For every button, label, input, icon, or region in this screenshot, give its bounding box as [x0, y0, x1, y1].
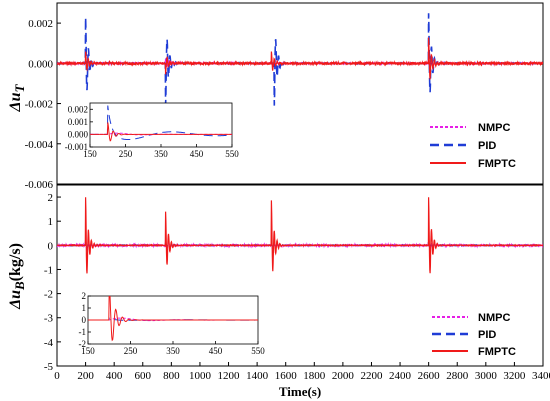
bottom-legend-label-nmpc: NMPC — [478, 312, 510, 324]
y-tick-label: -0.002 — [25, 99, 53, 111]
x-axis-label: Time(s) — [279, 384, 321, 399]
inset-x-tick-label: 350 — [154, 149, 168, 159]
inset-x-tick-label: 450 — [190, 149, 204, 159]
series-line-fmptc — [57, 197, 543, 274]
inset-x-tick-label: 150 — [81, 346, 95, 356]
y-tick-label: -0.004 — [25, 139, 54, 151]
series-line-fmptc — [57, 37, 543, 80]
top-panel: -0.006 -0.004 -0.002 0.000 0.002 ΔuT 150 250 3… — [7, 2, 544, 191]
inset-x-tick-label: 350 — [166, 346, 180, 356]
inset-y-tick-label: 1 — [82, 303, 87, 313]
y-tick-label: 0.002 — [28, 18, 53, 30]
x-tick-label: 2600 — [418, 370, 441, 382]
bottom-x-ticks: 0 200 400 600 800 1000 1200 1400 1600 1800 2000 220… — [54, 362, 550, 382]
inset-x-tick-label: 250 — [119, 149, 133, 159]
x-tick-label: 800 — [163, 370, 180, 382]
y-tick-label: 0 — [48, 240, 54, 252]
y-tick-label: -1 — [44, 264, 53, 276]
x-tick-label: 1000 — [189, 370, 212, 382]
top-inset-ticks: 150 250 350 450 550 -0.001 0.000 0.001 0.002 — [65, 104, 240, 159]
x-tick-label: 0 — [54, 370, 60, 382]
bottom-legend-item-pid: PID — [432, 329, 496, 341]
x-tick-label: 600 — [135, 370, 152, 382]
bottom-legend-item-fmptc: FMPTC — [432, 346, 516, 358]
inset-series-line-fmptc — [90, 122, 232, 142]
x-tick-label: 1600 — [275, 370, 298, 382]
top-inset: 150 250 350 450 550 -0.001 0.000 0.001 0.002 — [65, 102, 240, 159]
x-tick-label: 3200 — [503, 370, 526, 382]
bottom-inset-ticks: 150 250 350 450 550 -2 -1 0 1 2 — [79, 291, 266, 356]
inset-x-tick-label: 550 — [225, 149, 239, 159]
top-legend-label-fmptc: FMPTC — [478, 158, 516, 170]
y-tick-label: -2 — [44, 289, 53, 301]
x-tick-label: 2800 — [446, 370, 469, 382]
inset-y-tick-label: -0.001 — [65, 142, 88, 152]
bottom-series — [57, 197, 543, 274]
top-series — [57, 13, 543, 106]
bottom-panel: -5 -4 -3 -2 -1 0 1 2 0 200 400 600 800 1000 1200 1400 1… — [7, 184, 550, 399]
bottom-legend-label-fmptc: FMPTC — [478, 346, 516, 358]
y-tick-label: 0.000 — [28, 58, 53, 70]
bottom-legend-label-pid: PID — [478, 329, 496, 341]
inset-y-tick-label: 0.000 — [68, 129, 89, 139]
x-tick-label: 1400 — [246, 370, 269, 382]
y-tick-label: 2 — [48, 192, 54, 204]
inset-x-tick-label: 450 — [209, 346, 223, 356]
inset-y-tick-label: 0 — [82, 315, 87, 325]
x-tick-label: 3000 — [475, 370, 498, 382]
x-tick-label: 1800 — [303, 370, 326, 382]
inset-x-tick-label: 250 — [124, 346, 138, 356]
top-legend-label-pid: PID — [478, 140, 496, 152]
top-legend-item-pid: PID — [430, 140, 496, 152]
y-tick-label: -0.006 — [25, 179, 54, 191]
y-tick-label: -5 — [44, 361, 54, 373]
top-inset-frame — [89, 102, 233, 148]
x-tick-label: 2200 — [360, 370, 383, 382]
bottom-legend-item-nmpc: NMPC — [432, 312, 510, 324]
bottom-legend: NMPC PID FMPTC — [432, 312, 516, 358]
top-y-ticks: -0.006 -0.004 -0.002 0.000 0.002 — [25, 18, 61, 191]
bottom-inset: 150 250 350 450 550 -2 -1 0 1 2 — [79, 291, 266, 356]
x-tick-label: 200 — [77, 370, 94, 382]
x-tick-label: 400 — [106, 370, 123, 382]
top-plot-frame — [56, 2, 544, 185]
inset-y-tick-label: 0.002 — [68, 104, 88, 114]
top-legend-item-nmpc: NMPC — [430, 122, 510, 134]
inset-x-tick-label: 550 — [251, 346, 265, 356]
inset-y-tick-label: 2 — [82, 291, 87, 301]
bottom-y-ticks: -5 -4 -3 -2 -1 0 1 2 — [44, 192, 61, 373]
y-tick-label: -4 — [44, 337, 54, 349]
bottom-y-axis-label: ΔuB(kg/s) — [7, 243, 27, 310]
inset-y-tick-label: -1 — [79, 327, 87, 337]
inset-y-tick-label: -2 — [79, 339, 87, 349]
inset-series-line-fmptc — [88, 296, 258, 342]
x-tick-label: 3400 — [532, 370, 550, 382]
inset-x-tick-label: 150 — [83, 149, 97, 159]
top-legend-label-nmpc: NMPC — [478, 122, 510, 134]
x-tick-label: 1200 — [218, 370, 241, 382]
top-legend-item-fmptc: FMPTC — [430, 158, 516, 170]
x-tick-label: 2400 — [389, 370, 412, 382]
y-tick-label: -3 — [44, 313, 54, 325]
top-legend: NMPC PID FMPTC — [430, 122, 516, 170]
bottom-inset-series — [88, 296, 258, 342]
top-inset-series — [90, 105, 232, 142]
y-tick-label: 1 — [48, 216, 54, 228]
inset-y-tick-label: 0.001 — [68, 117, 88, 127]
x-tick-label: 2000 — [332, 370, 355, 382]
top-y-axis-label: ΔuT — [7, 84, 27, 113]
